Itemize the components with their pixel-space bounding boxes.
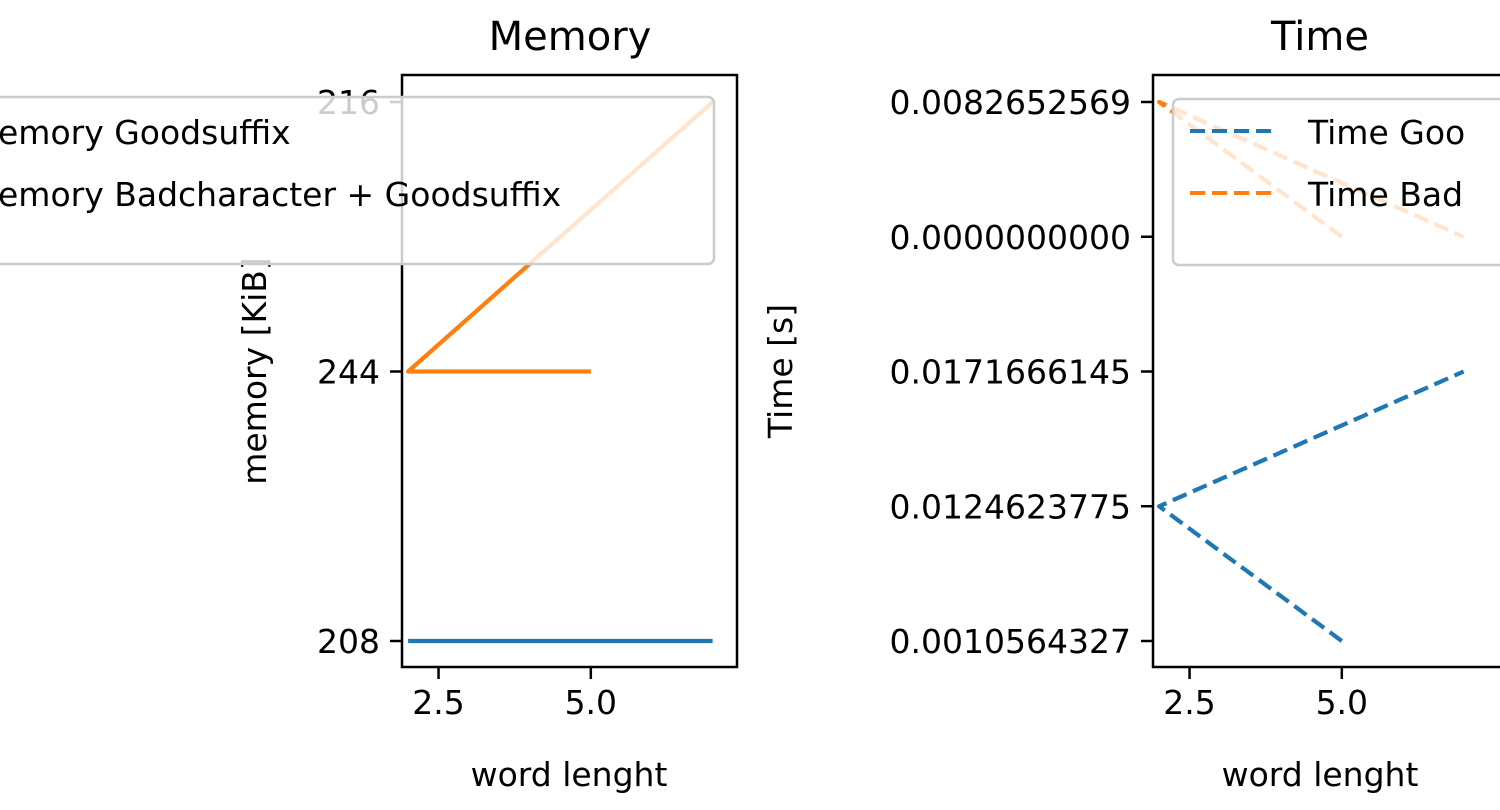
memory-x-tick-label: 5.0 bbox=[565, 683, 617, 722]
time-y-tick-label: 0.0082652569 bbox=[890, 83, 1131, 122]
time-y-ticks: 0.0010564327 0.0124623775 0.0171666145 0.00… bbox=[890, 83, 1153, 661]
memory-legend-label-badcharacter: emory Badcharacter + Goodsuffix bbox=[0, 175, 561, 214]
time-y-tick-label: 0.0000000000 bbox=[890, 218, 1131, 257]
memory-y-tick-label: 244 bbox=[317, 353, 380, 392]
memory-legend-label-goodsuffix: emory Goodsuffix bbox=[0, 113, 291, 152]
time-y-axis-label: Time [s] bbox=[761, 304, 800, 439]
memory-x-tick-label: 2.5 bbox=[412, 683, 464, 722]
memory-y-tick-label: 208 bbox=[317, 622, 380, 661]
time-legend-label-badcharacter: Time Bad bbox=[1307, 175, 1463, 214]
memory-y-axis-label: memory [KiB] bbox=[235, 257, 274, 485]
time-x-axis-label: word lenght bbox=[1222, 755, 1419, 794]
time-y-tick-label: 0.0124623775 bbox=[890, 487, 1131, 526]
memory-x-ticks: 2.5 5.0 bbox=[412, 667, 617, 722]
time-legend-label-goodsuffix: Time Goo bbox=[1307, 113, 1465, 152]
time-legend-box bbox=[1171, 97, 1500, 267]
memory-chart-title: Memory bbox=[489, 14, 652, 60]
time-x-ticks: 2.5 5.0 bbox=[1163, 667, 1368, 722]
memory-legend-box bbox=[0, 95, 716, 266]
time-x-tick-label: 5.0 bbox=[1316, 683, 1368, 722]
memory-chart: Memory 208244216 2.55.0 word lenght memo… bbox=[235, 14, 739, 794]
time-y-tick-label: 0.0010564327 bbox=[890, 622, 1131, 661]
time-series-line-0 bbox=[1156, 369, 1465, 643]
memory-x-axis-label: word lenght bbox=[471, 755, 668, 794]
time-x-tick-label: 2.5 bbox=[1163, 683, 1215, 722]
memory-legend: emory Goodsuffix emory Badcharacter + Go… bbox=[0, 95, 716, 266]
time-chart: Time 0.0010564327 0.0124623775 0.017166614… bbox=[761, 14, 1500, 794]
time-y-tick-label: 0.0171666145 bbox=[890, 353, 1131, 392]
time-chart-title: Time bbox=[1270, 14, 1369, 60]
time-legend: Time Goo Time Bad bbox=[1171, 97, 1500, 267]
